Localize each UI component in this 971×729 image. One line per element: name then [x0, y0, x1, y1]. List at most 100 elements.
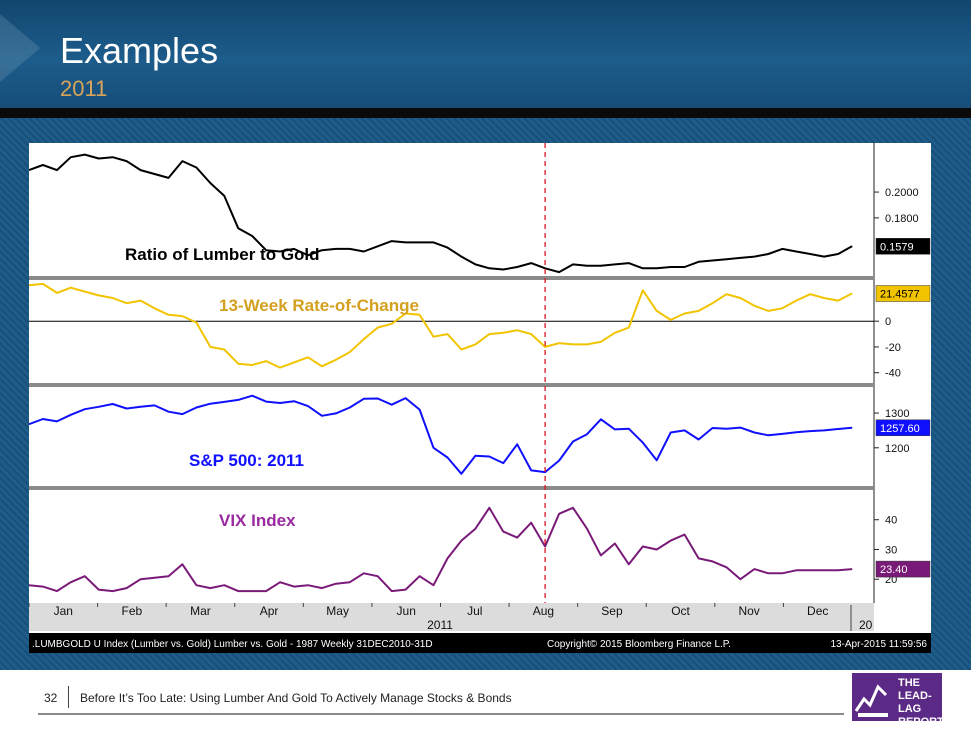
y-tick-label: 1200: [885, 443, 909, 455]
data-point-vix: [433, 584, 435, 586]
data-point-roc: [419, 314, 421, 316]
data-point-ratio: [181, 160, 183, 162]
data-point-vix: [446, 557, 448, 559]
data-point-spx: [279, 402, 281, 404]
data-point-spx: [488, 455, 490, 457]
data-point-vix: [56, 590, 58, 592]
data-point-spx: [614, 428, 616, 430]
data-point-ratio: [29, 169, 30, 171]
x-year-label: 2011: [427, 618, 453, 632]
data-point-vix: [725, 566, 727, 568]
data-point-spx: [628, 428, 630, 430]
data-point-ratio: [377, 245, 379, 247]
data-point-spx: [126, 408, 128, 410]
data-point-vix: [251, 590, 253, 592]
data-point-vix: [377, 575, 379, 577]
data-point-vix: [167, 575, 169, 577]
panel-title-roc: 13-Week Rate-of-Change: [219, 296, 419, 315]
plot-area: [29, 143, 874, 603]
data-point-spx: [558, 460, 560, 462]
data-point-ratio: [544, 267, 546, 269]
page-subtitle: 2011: [60, 76, 108, 101]
x-tick-label: Oct: [671, 604, 690, 618]
data-point-roc: [433, 336, 435, 338]
x-tick-label: Aug: [533, 604, 554, 618]
data-point-vix: [98, 589, 100, 591]
data-point-ratio: [516, 266, 518, 268]
data-point-ratio: [251, 235, 253, 237]
data-point-roc: [56, 292, 58, 294]
panel-roc: 0 -20 -40 21.4577 13-Week Rate-of-Change: [29, 276, 931, 380]
data-point-vix: [544, 546, 546, 547]
panel-ratio: 0.2000 0.1800 0.1579 Ratio of Lumber to Gol…: [29, 153, 931, 274]
data-point-spx: [98, 406, 100, 408]
last-value-label: 23.40: [880, 564, 908, 576]
data-point-ratio: [725, 258, 727, 260]
footer-rule: [38, 713, 844, 715]
data-point-spx: [42, 418, 44, 420]
data-point-ratio: [223, 195, 225, 197]
data-point-spx: [823, 429, 825, 431]
data-point-ratio: [237, 227, 239, 229]
data-point-ratio: [195, 167, 197, 169]
info-copyright: Copyright© 2015 Bloomberg Finance L.P.: [547, 639, 731, 650]
y-tick-label: -40: [885, 368, 901, 380]
data-point-ratio: [767, 253, 769, 255]
y-tick-label: 0.1800: [885, 213, 919, 225]
data-point-ratio: [460, 256, 462, 258]
data-point-spx: [767, 434, 769, 436]
data-point-spx: [460, 473, 462, 475]
data-point-roc: [670, 319, 672, 321]
x-tick-label: Sep: [601, 604, 623, 618]
data-point-spx: [516, 443, 518, 445]
data-point-roc: [391, 323, 393, 325]
data-point-vix: [712, 560, 714, 562]
data-point-ratio: [349, 248, 351, 250]
data-point-ratio: [614, 263, 616, 265]
data-point-spx: [29, 423, 30, 425]
data-point-spx: [781, 433, 783, 435]
header-divider: [0, 108, 971, 118]
data-point-ratio: [488, 267, 490, 269]
lead-lag-logo: THE LEAD-LAG REPORT: [852, 673, 944, 728]
data-point-roc: [628, 327, 630, 329]
data-point-ratio: [502, 269, 504, 271]
data-point-roc: [377, 327, 379, 329]
data-point-ratio: [781, 248, 783, 250]
data-point-vix: [558, 513, 560, 515]
data-point-spx: [600, 418, 602, 420]
data-point-roc: [279, 367, 281, 369]
data-point-vix: [112, 590, 114, 592]
data-point-spx: [530, 469, 532, 471]
data-point-vix: [474, 528, 476, 530]
data-point-roc: [112, 297, 114, 299]
data-point-roc: [126, 302, 128, 304]
data-point-roc: [558, 342, 560, 344]
data-point-ratio: [84, 154, 86, 156]
data-point-roc: [781, 307, 783, 309]
data-point-roc: [140, 300, 142, 302]
data-point-vix: [767, 572, 769, 574]
y-tick-label: 1300: [885, 408, 909, 420]
data-point-ratio: [307, 254, 309, 256]
data-point-roc: [586, 343, 588, 345]
data-point-vix: [293, 586, 295, 588]
data-point-vix: [195, 584, 197, 586]
chart: 0.2000 0.1800 0.1579 Ratio of Lumber to Gol…: [29, 143, 931, 653]
data-point-ratio: [56, 169, 58, 171]
x-tick-label: May: [326, 604, 349, 618]
data-point-vix: [126, 587, 128, 589]
data-point-roc: [98, 294, 100, 296]
data-point-roc: [209, 346, 211, 348]
data-point-spx: [181, 413, 183, 415]
data-point-ratio: [321, 249, 323, 251]
data-point-roc: [600, 341, 602, 343]
panel-spx: 1300 1200 1257.60 S&P 500: 2011: [29, 383, 931, 475]
data-point-ratio: [837, 253, 839, 255]
data-point-vix: [405, 589, 407, 591]
data-point-ratio: [363, 250, 365, 252]
x-axis-band: [29, 603, 874, 631]
data-point-ratio: [684, 266, 686, 268]
data-point-ratio: [209, 182, 211, 184]
data-point-ratio: [433, 241, 435, 243]
